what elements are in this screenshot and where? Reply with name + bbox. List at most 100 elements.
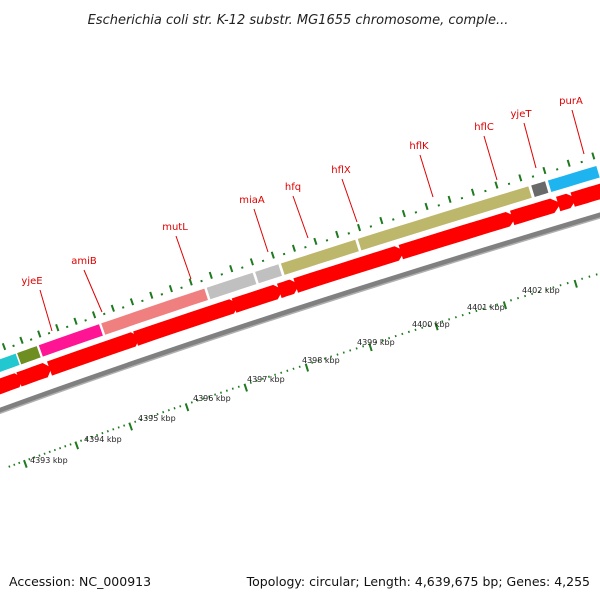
- gene-label-hflX[interactable]: hflX: [331, 165, 351, 176]
- scale-tick: [74, 441, 80, 450]
- leader-line: [419, 154, 434, 198]
- outer-tick: [401, 209, 406, 218]
- scale-tick: [150, 414, 153, 418]
- scale-tick: [18, 461, 21, 465]
- scale-tick: [190, 401, 193, 404]
- scale-tick: [179, 405, 182, 408]
- cds-arrow[interactable]: [47, 332, 141, 376]
- scale-tick: [249, 381, 252, 384]
- scale-tick: [231, 387, 234, 390]
- outer-tick: [580, 160, 583, 164]
- scale-tick: [581, 277, 584, 280]
- scale-tick: [317, 359, 320, 362]
- gene-block-yjeT[interactable]: [531, 181, 549, 197]
- scale-tick: [95, 433, 99, 437]
- gene-label-hflK[interactable]: hflK: [409, 141, 429, 152]
- gene-label-miaA[interactable]: miaA: [239, 195, 265, 206]
- cds-arrow[interactable]: [556, 193, 578, 212]
- outer-tick: [507, 182, 511, 186]
- outer-tick: [447, 195, 452, 203]
- scale-tick: [225, 389, 228, 392]
- outer-tick: [110, 304, 115, 312]
- gene-block-purA[interactable]: [547, 166, 600, 192]
- genome-summary-label: Topology: circular; Length: 4,639,675 bp…: [246, 574, 590, 589]
- outer-tick: [282, 252, 286, 256]
- scale-tick: [173, 407, 176, 410]
- cds-arrow[interactable]: [293, 246, 405, 293]
- scale-label: 4398 kbp: [302, 356, 340, 365]
- scale-label: 4394 kbp: [84, 435, 122, 444]
- cds-arrow[interactable]: [398, 212, 517, 260]
- scale-tick: [286, 369, 289, 372]
- scale-tick: [421, 326, 424, 329]
- gene-label-mutL[interactable]: mutL: [162, 222, 188, 233]
- scale-label: 4401 kbp: [467, 303, 505, 312]
- scale-tick: [362, 345, 365, 348]
- outer-tick: [12, 344, 15, 348]
- gene-block-yjeE[interactable]: [0, 353, 20, 381]
- outer-tick: [19, 336, 24, 344]
- gene-label-purA[interactable]: purA: [559, 96, 583, 107]
- leader-line: [39, 289, 53, 332]
- scale-tick: [38, 454, 41, 457]
- gene-label-yjeT[interactable]: yjeT: [511, 109, 533, 120]
- scale-tick: [524, 294, 527, 298]
- gene-block-amiB[interactable]: [17, 346, 41, 365]
- outer-tick: [180, 286, 183, 290]
- scale-tick: [502, 301, 508, 310]
- scale-label: 4393 kbp: [30, 456, 68, 465]
- scale-tick: [8, 465, 11, 468]
- cds-arrow[interactable]: [277, 279, 300, 298]
- scale-tick: [214, 393, 217, 396]
- outer-tick: [160, 293, 164, 296]
- cds-arrow[interactable]: [510, 198, 561, 226]
- outer-tick: [47, 331, 51, 335]
- gene-block-miaA[interactable]: [101, 288, 208, 335]
- cds-arrow[interactable]: [570, 183, 600, 207]
- scale-tick: [381, 338, 384, 342]
- scale-tick: [208, 395, 211, 398]
- scale-tick: [336, 353, 339, 356]
- scale-label: 4396 kbp: [193, 394, 231, 403]
- outer-tick: [129, 298, 135, 306]
- scale-tick: [280, 371, 283, 374]
- outer-tick: [291, 244, 296, 252]
- gene-label-hflC[interactable]: hflC: [474, 122, 494, 133]
- outer-tick: [369, 225, 373, 228]
- scale-tick: [355, 347, 358, 350]
- outer-tick: [347, 232, 351, 235]
- gene-block-mutL[interactable]: [38, 324, 103, 357]
- gene-label-yjeE[interactable]: yjeE: [21, 276, 42, 287]
- gene-block-hflX[interactable]: [255, 264, 282, 284]
- cds-arrow[interactable]: [133, 299, 239, 346]
- outer-tick: [494, 181, 499, 189]
- gene-label-amiB[interactable]: amiB: [71, 256, 97, 267]
- scale-tick: [401, 332, 404, 336]
- cds-arrow[interactable]: [231, 284, 283, 313]
- gene-label-hfq[interactable]: hfq: [285, 182, 301, 193]
- cds-arrow[interactable]: [16, 363, 52, 387]
- leader-line: [175, 235, 192, 280]
- scale-tick: [454, 316, 457, 319]
- outer-tick: [591, 152, 596, 160]
- scale-tick: [475, 309, 478, 313]
- accession-label: Accession: NC_000913: [9, 574, 151, 589]
- scale-tick: [255, 379, 258, 382]
- leader-line: [292, 195, 309, 239]
- gene-block-hflC[interactable]: [357, 186, 532, 251]
- scale-tick: [531, 292, 534, 296]
- outer-tick: [335, 230, 340, 239]
- outer-tick: [325, 239, 329, 242]
- scale-label: 4402 kbp: [522, 286, 560, 295]
- scale-tick: [28, 458, 31, 461]
- outer-tick: [484, 189, 487, 193]
- scale-tick: [349, 349, 352, 352]
- map-title: Escherichia coli str. K-12 substr. MG165…: [88, 13, 509, 28]
- outer-tick: [141, 299, 144, 303]
- gene-block-hflK[interactable]: [280, 239, 359, 275]
- cds-arrow[interactable]: [0, 373, 24, 400]
- gene-block-hfq[interactable]: [206, 272, 257, 300]
- scale-tick: [43, 452, 46, 455]
- scale-tick: [23, 459, 28, 468]
